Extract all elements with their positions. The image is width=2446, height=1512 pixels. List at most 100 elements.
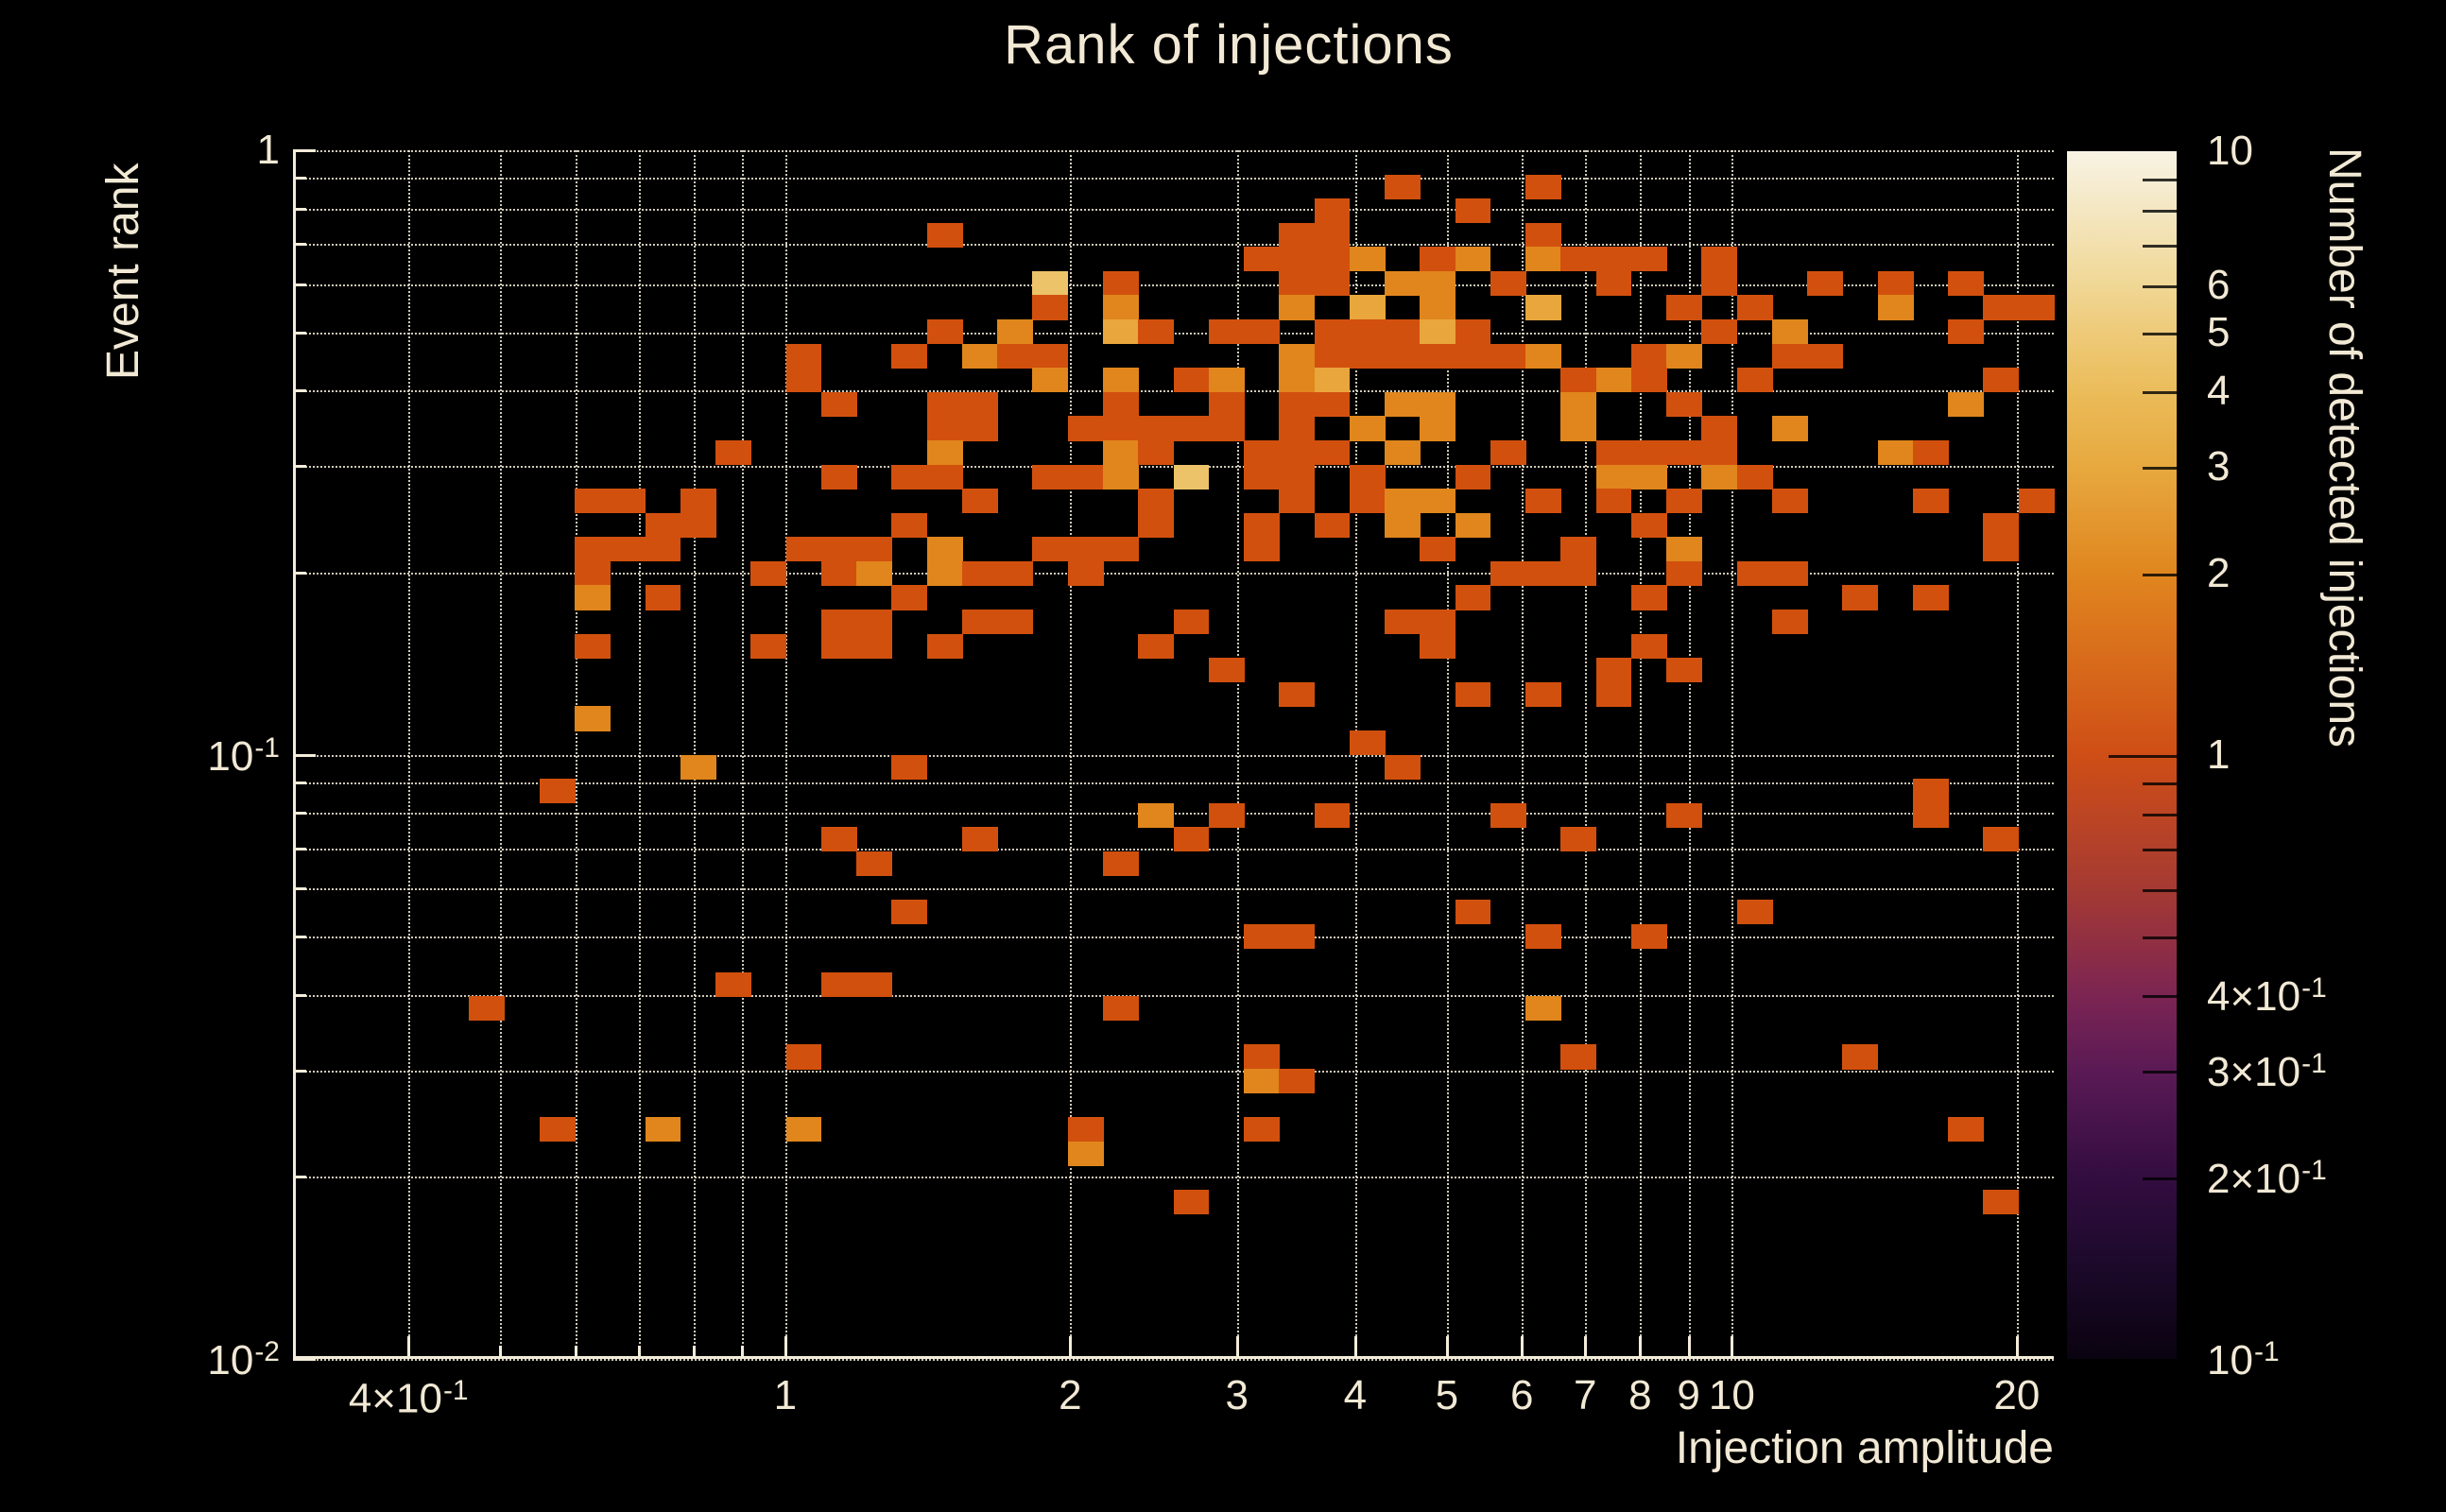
heatmap-cell (1279, 270, 1316, 297)
heatmap-cell (1771, 610, 1808, 635)
heatmap-cell (1314, 512, 1351, 538)
heatmap-cell (1138, 439, 1175, 466)
heatmap-cell (1314, 222, 1351, 248)
heatmap-cell (610, 537, 646, 562)
heatmap-cell (680, 754, 716, 780)
heatmap-cell (1630, 464, 1667, 490)
axis-tick (293, 331, 306, 335)
heatmap-cell (1138, 319, 1175, 345)
axis-tick (293, 993, 306, 997)
heatmap-cell (1525, 560, 1561, 587)
heatmap-cell (856, 971, 893, 997)
heatmap-cell (1771, 489, 1808, 514)
gridline (293, 1177, 2054, 1179)
x-tick-label: 4×10-1 (348, 1375, 469, 1422)
heatmap-cell (820, 391, 857, 417)
heatmap-cell (1173, 464, 1210, 490)
heatmap-cell (856, 850, 893, 876)
heatmap-cell (926, 537, 963, 562)
heatmap-cell (1807, 270, 1844, 297)
heatmap-cell (2018, 295, 2055, 320)
heatmap-cell (1420, 343, 1456, 369)
gridline (293, 1359, 2054, 1361)
axis-tick (1445, 1336, 1449, 1359)
heatmap-cell (1595, 439, 1632, 466)
gridline (293, 754, 2054, 757)
axis-tick (692, 1346, 696, 1359)
axis-tick (1687, 1336, 1691, 1359)
heatmap-cell (1595, 270, 1632, 297)
heatmap-cell (645, 537, 681, 562)
axis-tick (407, 1336, 411, 1359)
colorbar-tick (2143, 209, 2177, 213)
heatmap-cell (1948, 1117, 1985, 1143)
axis-tick (293, 177, 306, 180)
heatmap-cell (820, 633, 857, 659)
heatmap-cell (750, 560, 787, 587)
heatmap-cell (1385, 391, 1421, 417)
heatmap-cell (926, 439, 963, 466)
axis-tick (499, 1346, 503, 1359)
heatmap-cell (1067, 416, 1104, 441)
heatmap-cell (1032, 270, 1069, 297)
heatmap-cell (1948, 319, 1985, 345)
heatmap-cell (1349, 464, 1386, 490)
heatmap-cell (575, 706, 611, 731)
heatmap-cell (1244, 464, 1280, 490)
heatmap-cell (1067, 464, 1104, 490)
colorbar-tick-label: 5 (2207, 309, 2231, 356)
colorbar-title: Number of detected injections (2319, 147, 2369, 748)
heatmap-cell (1630, 343, 1667, 369)
heatmap-cell (1912, 802, 1949, 828)
heatmap-cell (1349, 416, 1386, 441)
heatmap-cell (1314, 319, 1351, 345)
heatmap-cell (1138, 512, 1175, 538)
heatmap-cell (1560, 368, 1597, 393)
heatmap-cell (1490, 270, 1526, 297)
colorbar-tick (2109, 755, 2177, 758)
x-axis-title: Injection amplitude (1675, 1423, 2054, 1473)
heatmap-cell (575, 489, 611, 514)
heatmap-cell (1455, 464, 1491, 490)
gridline (293, 994, 2054, 997)
heatmap-cell (1314, 391, 1351, 417)
heatmap-cell (820, 971, 857, 997)
colorbar-tick (2143, 813, 2177, 816)
heatmap-cell (575, 633, 611, 659)
heatmap-cell (856, 560, 893, 587)
heatmap-cell (785, 343, 822, 369)
heatmap-cell (1349, 247, 1386, 272)
y-tick-label: 1 (256, 127, 280, 173)
heatmap-cell (1067, 537, 1104, 562)
gridline (293, 178, 2054, 180)
heatmap-cell (1349, 730, 1386, 756)
x-tick-label: 5 (1435, 1372, 1459, 1418)
heatmap-cell (1736, 560, 1773, 587)
heatmap-cell (1595, 681, 1632, 707)
heatmap-cell (610, 489, 646, 514)
heatmap-cell (1525, 222, 1561, 248)
heatmap-cell (1666, 295, 1702, 320)
heatmap-cell (1455, 899, 1491, 925)
heatmap-cell (1279, 681, 1316, 707)
heatmap-cell (1560, 1044, 1597, 1070)
x-tick-label: 9 (1677, 1372, 1700, 1418)
x-tick-label: 3 (1225, 1372, 1249, 1418)
heatmap-cell (1138, 802, 1175, 828)
heatmap-cell (1736, 899, 1773, 925)
heatmap-cell (820, 827, 857, 852)
heatmap-cell (820, 537, 857, 562)
heatmap-cell (1349, 343, 1386, 369)
heatmap-cell (1455, 343, 1491, 369)
heatmap-cell (1385, 270, 1421, 297)
heatmap-cell (997, 319, 1034, 345)
gridline (293, 572, 2054, 575)
heatmap-cell (1279, 464, 1316, 490)
gridline (293, 888, 2054, 891)
y-axis-title: Event rank (98, 163, 148, 380)
heatmap-cell (891, 754, 928, 780)
colorbar-tick (2143, 995, 2177, 999)
gridline (293, 150, 2054, 152)
axis-tick (293, 465, 306, 469)
heatmap-cell (926, 391, 963, 417)
